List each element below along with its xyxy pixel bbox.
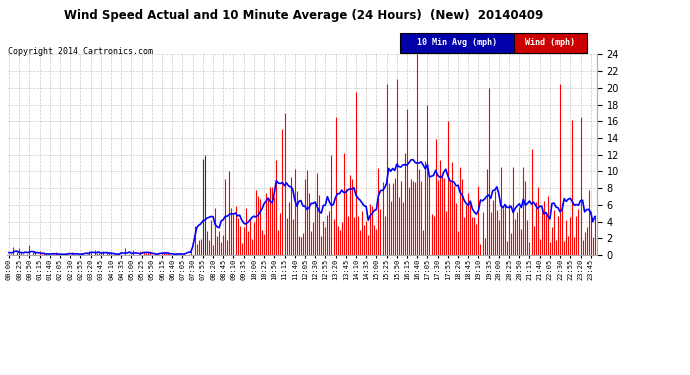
Text: Wind Speed Actual and 10 Minute Average (24 Hours)  (New)  20140409: Wind Speed Actual and 10 Minute Average … (64, 9, 543, 22)
Text: Copyright 2014 Cartronics.com: Copyright 2014 Cartronics.com (8, 47, 153, 56)
Text: Wind (mph): Wind (mph) (525, 38, 575, 47)
Text: 10 Min Avg (mph): 10 Min Avg (mph) (417, 38, 497, 47)
